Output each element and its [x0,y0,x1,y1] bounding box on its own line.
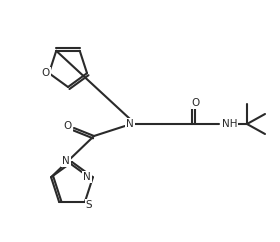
Text: N: N [126,119,134,129]
Text: N: N [83,172,91,182]
Text: NH: NH [222,119,237,129]
Text: O: O [192,98,200,108]
Text: O: O [64,121,72,131]
Text: S: S [86,200,92,210]
Text: N: N [62,156,70,166]
Text: O: O [42,68,50,78]
